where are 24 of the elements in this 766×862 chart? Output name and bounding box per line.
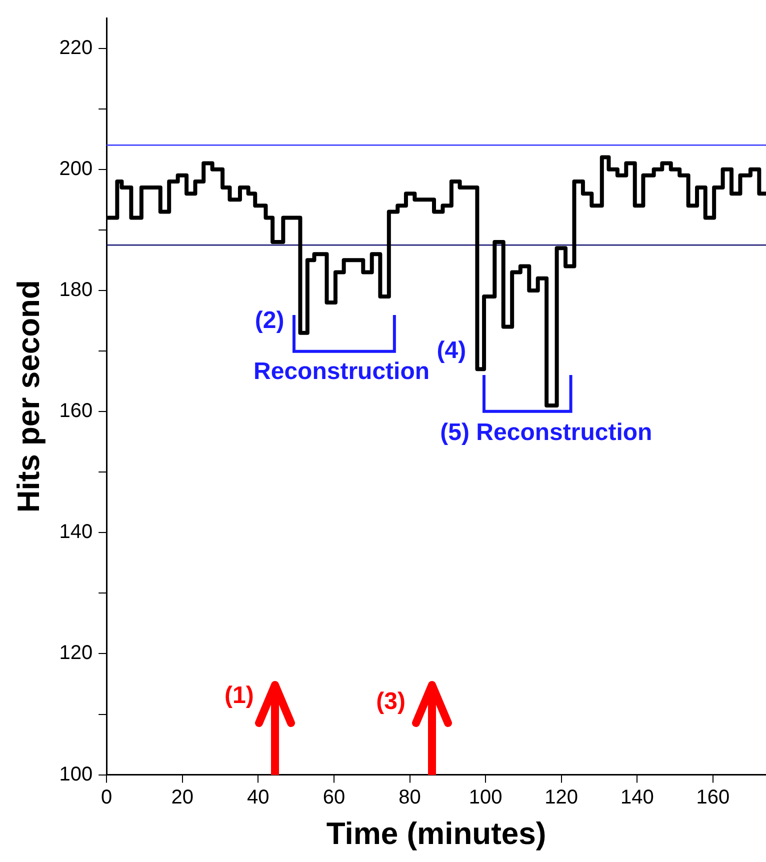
x-tick-label: 140 bbox=[620, 786, 654, 808]
annotation: (2) bbox=[254, 306, 284, 335]
annotation: (4) bbox=[436, 336, 466, 365]
x-tick-label: 60 bbox=[322, 786, 346, 808]
x-tick-label: 160 bbox=[696, 786, 730, 808]
x-tick-label: 40 bbox=[247, 786, 270, 808]
y-tick-label: 140 bbox=[59, 521, 93, 544]
x-tick-label: 0 bbox=[101, 786, 112, 808]
annotation: (5) Reconstruction bbox=[440, 418, 652, 447]
y-tick-label: 220 bbox=[59, 36, 93, 59]
annotation: Reconstruction bbox=[254, 358, 430, 386]
x-tick-label: 100 bbox=[468, 786, 502, 808]
annotation: (3) bbox=[376, 688, 406, 716]
x-axis-title: Time (minutes) bbox=[326, 816, 546, 851]
y-axis-title: Hits per second bbox=[11, 280, 46, 513]
x-tick-label: 80 bbox=[398, 786, 421, 808]
x-tick-label: 20 bbox=[171, 786, 194, 808]
annotation: (1) bbox=[224, 682, 254, 710]
y-tick-label: 100 bbox=[59, 763, 93, 786]
y-tick-label: 160 bbox=[59, 400, 93, 422]
y-tick-label: 200 bbox=[59, 158, 93, 180]
x-tick-label: 120 bbox=[544, 786, 578, 808]
y-tick-label: 120 bbox=[59, 642, 93, 664]
y-tick-label: 180 bbox=[59, 278, 93, 301]
